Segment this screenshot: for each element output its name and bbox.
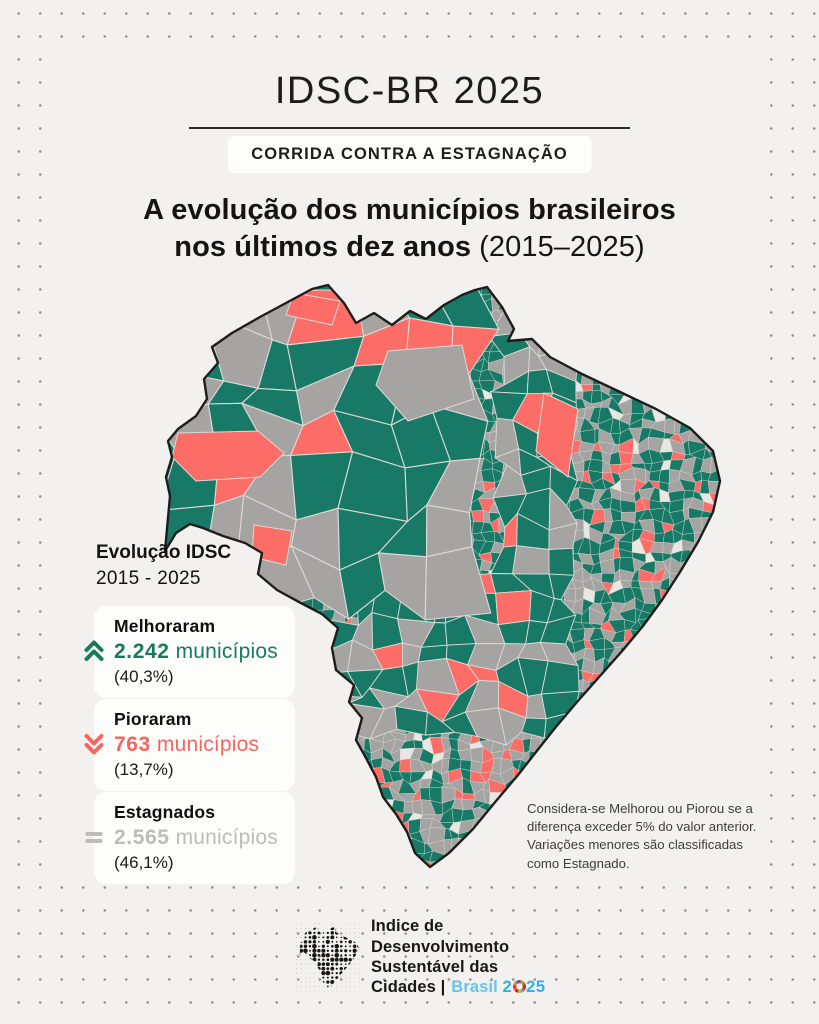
equals-icon	[83, 826, 105, 848]
legend-label: Estagnados	[114, 802, 216, 822]
subtitle-badge: CORRIDA CONTRA A ESTAGNAÇÃO	[227, 136, 592, 173]
legend-header: Evolução IDSC 2015 - 2025	[96, 542, 231, 590]
legend-unit: municípios	[150, 733, 260, 756]
legend-label: Melhoraram	[114, 616, 216, 636]
footer-org-name: Indice de Desenvolvimento Sustentável da…	[371, 917, 510, 976]
legend-value-row: 2.242 municípios	[84, 640, 295, 664]
legend-period: 2015 - 2025	[96, 568, 201, 589]
legend-label: Pioraram	[114, 709, 192, 729]
heading-line-1: A evolução dos municípios brasileiros	[143, 194, 676, 226]
chevrons-down-icon	[83, 733, 105, 755]
methodology-note: Considera-se Melhorou ou Piorou se a dif…	[527, 801, 757, 871]
main-heading: A evolução dos municípios brasileiros no…	[0, 192, 819, 266]
legend-unit: municípios	[169, 640, 278, 663]
legend-card-pioraram: Pioraram 763 municípios (13,7%)	[84, 699, 295, 791]
footer-org-last-line: Cidades | Brasil 2 25	[371, 978, 546, 997]
legend-unit: municípios	[169, 826, 278, 849]
legend-title: Evolução IDSC	[96, 542, 232, 563]
footer-brand: Brasil	[451, 977, 498, 996]
title-divider	[189, 127, 630, 129]
legend-value-row: 763 municípios	[84, 733, 295, 757]
footer-year: 2 25	[502, 977, 546, 996]
page-title: IDSC-BR 2025	[274, 70, 545, 112]
heading-line-2-bold: nos últimos dez anos	[174, 231, 472, 263]
legend-card-melhoraram: Melhoraram 2.242 municípios (40,3%)	[84, 606, 295, 698]
chevrons-up-icon	[83, 640, 105, 662]
legend-percent: (40,3%)	[114, 667, 174, 686]
legend-value: 763	[114, 733, 151, 756]
heading-line-2-years: (2015–2025)	[479, 231, 645, 263]
legend-value-row: 2.565 municípios	[85, 826, 295, 850]
footer-org-cidades: Cidades |	[371, 977, 446, 996]
legend-card-estagnados: Estagnados 2.565 municípios (46,1%)	[85, 792, 295, 884]
sdg-wheel-icon	[512, 979, 526, 993]
legend-percent: (13,7%)	[114, 760, 174, 779]
legend-value: 2.565	[114, 826, 170, 849]
legend-percent: (46,1%)	[114, 853, 174, 872]
brazil-halftone-icon	[295, 920, 362, 996]
legend-value: 2.242	[114, 640, 170, 663]
